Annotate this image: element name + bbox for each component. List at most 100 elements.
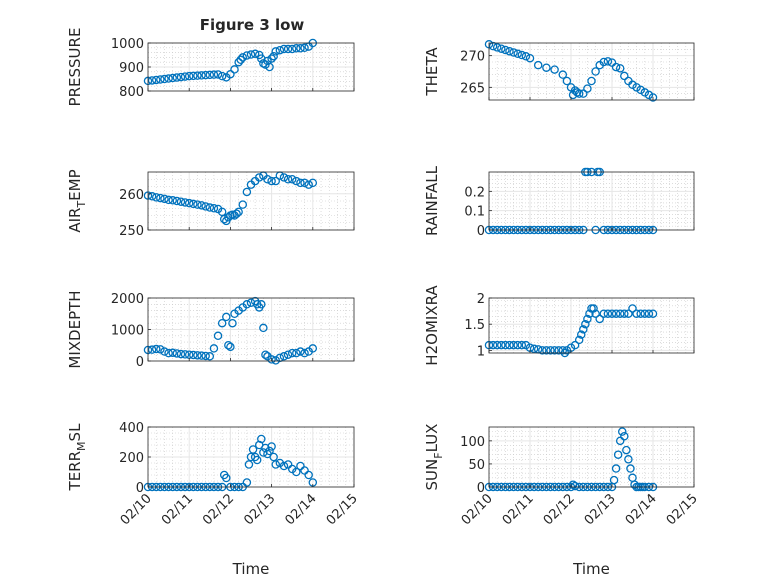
data-point — [599, 309, 609, 318]
data-point — [558, 346, 568, 355]
data-point — [252, 455, 262, 465]
data-point — [603, 57, 613, 66]
data-point — [242, 300, 252, 309]
data-point — [193, 351, 202, 360]
data-point — [570, 340, 580, 350]
data-point — [632, 309, 641, 318]
data-point — [257, 300, 266, 309]
data-point — [246, 298, 256, 307]
subplot-2: 265 270 THETA — [423, 40, 695, 102]
y-tick-label: 0 — [136, 481, 144, 496]
data-point — [591, 67, 600, 76]
x-tick-label: 02/12 — [200, 491, 237, 528]
data-point — [542, 346, 551, 355]
y-axis-label: H2OMIXRA — [423, 285, 441, 366]
data-point — [622, 445, 631, 455]
data-point — [607, 309, 617, 318]
data-point — [570, 481, 580, 491]
y-axis-label: MIXDEPTH — [66, 290, 84, 368]
data-point — [583, 314, 592, 324]
data-point — [517, 340, 527, 350]
x-tick-label: 02/15 — [324, 491, 361, 528]
subplot-1: 800 900 1000 PRESSURE — [66, 28, 355, 107]
data-point — [222, 312, 231, 322]
data-point — [304, 470, 313, 480]
y-tick-label: 100 — [460, 435, 485, 450]
y-axis-label: SUNFLUX — [423, 424, 445, 491]
data-point — [509, 340, 518, 350]
data-point — [533, 60, 543, 70]
data-point — [151, 193, 161, 202]
y-tick-label: 2 — [477, 292, 485, 307]
data-point — [287, 44, 297, 54]
y-axis-label: PRESSURE — [66, 28, 84, 107]
y-tick-label: 265 — [460, 81, 485, 96]
x-axis-label: Time — [232, 560, 270, 578]
data-point — [501, 340, 510, 350]
data-point — [296, 347, 305, 356]
data-point — [595, 314, 604, 324]
data-point — [279, 44, 289, 54]
data-point — [156, 193, 165, 203]
data-point — [222, 473, 231, 483]
axes-box — [488, 297, 695, 354]
data-point — [283, 174, 293, 184]
data-point — [296, 44, 305, 53]
data-point — [201, 351, 210, 361]
data-point — [228, 318, 237, 328]
x-tick-label: 02/11 — [159, 491, 196, 528]
data-point — [628, 304, 637, 313]
data-point — [644, 309, 654, 318]
y-tick-label: 0.2 — [464, 185, 485, 200]
data-point — [172, 73, 182, 82]
data-point — [497, 340, 506, 350]
data-point — [168, 73, 177, 83]
data-point — [292, 348, 301, 358]
data-point — [603, 309, 613, 318]
subplot-3: 250 260 AIRTEMP — [66, 169, 355, 239]
data-point — [180, 72, 190, 81]
y-tick-label: 200 — [119, 451, 144, 466]
data-point — [160, 74, 169, 84]
data-point — [271, 176, 280, 186]
y-tick-label: 0.1 — [464, 205, 485, 220]
data-point — [300, 348, 309, 358]
y-axis-label: RAINFALL — [423, 165, 441, 236]
data-point — [248, 445, 258, 454]
data-point — [242, 187, 252, 197]
data-point — [242, 51, 252, 60]
data-point — [271, 356, 280, 365]
axes-box — [147, 171, 355, 231]
data-point — [589, 304, 598, 313]
subplot-5: 0 1000 2000 MIXDEPTH — [66, 290, 355, 370]
data-point — [488, 41, 498, 51]
data-point — [265, 62, 274, 72]
data-point — [226, 69, 235, 79]
data-point — [640, 309, 650, 318]
data-point — [151, 344, 161, 354]
data-point — [172, 196, 182, 206]
data-point — [505, 46, 514, 56]
data-point — [283, 44, 293, 54]
data-point — [219, 214, 229, 224]
data-point — [611, 464, 621, 473]
subplot-6: 1 1.5 2 H2OMIXRA — [423, 285, 695, 366]
data-point — [513, 49, 522, 59]
y-axis-label: TERRMSL — [66, 423, 88, 492]
data-point — [488, 340, 498, 350]
data-point — [505, 340, 514, 350]
data-point — [160, 347, 169, 356]
data-point — [180, 198, 190, 207]
data-point — [574, 335, 584, 345]
data-point — [205, 203, 215, 212]
x-tick-label: 02/14 — [623, 491, 660, 528]
y-tick-label: 900 — [119, 61, 144, 76]
data-point — [230, 65, 239, 74]
data-point — [184, 198, 194, 208]
data-point — [236, 55, 245, 65]
data-point — [160, 194, 169, 204]
data-point — [217, 71, 227, 81]
data-point — [176, 72, 186, 82]
data-point — [184, 71, 194, 81]
